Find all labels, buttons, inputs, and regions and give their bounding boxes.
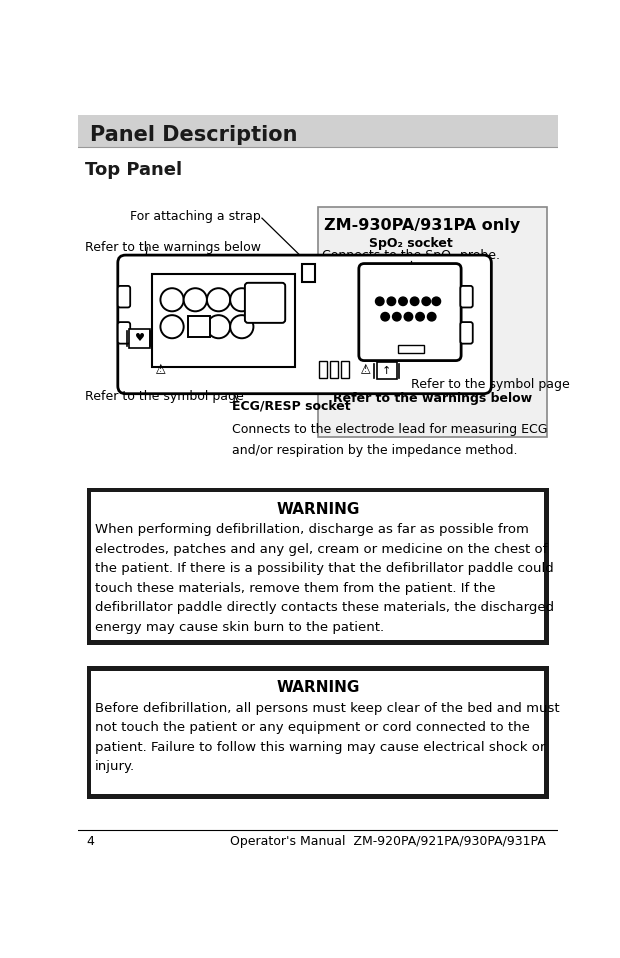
- Circle shape: [432, 297, 441, 306]
- Text: For attaching a strap: For attaching a strap: [130, 210, 261, 223]
- Circle shape: [399, 297, 407, 306]
- Circle shape: [381, 312, 389, 321]
- Bar: [78, 115, 558, 148]
- Bar: [92, 492, 544, 640]
- Text: !: !: [364, 365, 368, 374]
- Text: Connects to the electrode lead for measuring ECG
and/or respiration by the imped: Connects to the electrode lead for measu…: [232, 423, 548, 457]
- Bar: [152, 274, 295, 367]
- Bar: [188, 316, 210, 337]
- Bar: [87, 666, 549, 799]
- Circle shape: [207, 315, 230, 338]
- Text: Refer to the warnings below: Refer to the warnings below: [334, 392, 533, 405]
- FancyBboxPatch shape: [460, 322, 472, 344]
- Circle shape: [410, 297, 419, 306]
- Text: ♥: ♥: [135, 333, 144, 343]
- Circle shape: [230, 315, 254, 338]
- Circle shape: [161, 315, 184, 338]
- Circle shape: [392, 312, 401, 321]
- Circle shape: [416, 312, 424, 321]
- Text: Before defibrillation, all persons must keep clear of the bed and must
not touch: Before defibrillation, all persons must …: [94, 701, 559, 773]
- Text: Refer to the symbol page: Refer to the symbol page: [410, 378, 570, 391]
- Bar: [341, 361, 348, 378]
- FancyBboxPatch shape: [118, 322, 130, 344]
- FancyBboxPatch shape: [460, 285, 472, 308]
- Text: Connects to the SpO₂ probe.: Connects to the SpO₂ probe.: [322, 249, 500, 262]
- Bar: [87, 488, 549, 645]
- Text: !: !: [159, 365, 162, 374]
- Bar: [377, 362, 397, 379]
- Text: △: △: [361, 362, 371, 376]
- Text: △: △: [156, 362, 166, 376]
- Text: Top Panel: Top Panel: [86, 161, 182, 179]
- Circle shape: [161, 288, 184, 311]
- Circle shape: [422, 297, 430, 306]
- Circle shape: [376, 297, 384, 306]
- Text: SpO₂ socket: SpO₂ socket: [369, 237, 453, 250]
- Text: Refer to the symbol page: Refer to the symbol page: [86, 390, 244, 402]
- Circle shape: [387, 297, 396, 306]
- Text: WARNING: WARNING: [276, 680, 360, 696]
- Circle shape: [230, 288, 254, 311]
- Bar: [130, 329, 149, 348]
- Circle shape: [207, 288, 230, 311]
- Circle shape: [427, 312, 436, 321]
- Text: ECG/RESP socket: ECG/RESP socket: [232, 399, 351, 413]
- Bar: [303, 263, 314, 282]
- FancyBboxPatch shape: [245, 283, 285, 323]
- Bar: [317, 207, 547, 437]
- Text: When performing defibrillation, discharge as far as possible from
electrodes, pa: When performing defibrillation, discharg…: [94, 523, 554, 633]
- FancyBboxPatch shape: [359, 263, 461, 360]
- Text: ZM-930PA/931PA only: ZM-930PA/931PA only: [324, 217, 520, 233]
- Text: WARNING: WARNING: [276, 502, 360, 516]
- Text: Operator's Manual  ZM-920PA/921PA/930PA/931PA: Operator's Manual ZM-920PA/921PA/930PA/9…: [229, 834, 546, 848]
- Text: ↑: ↑: [382, 366, 391, 376]
- Bar: [330, 361, 338, 378]
- Bar: [397, 345, 424, 353]
- Text: Refer to the warnings below: Refer to the warnings below: [86, 240, 261, 254]
- Text: 4: 4: [87, 834, 95, 848]
- Circle shape: [184, 288, 207, 311]
- Bar: [319, 361, 327, 378]
- FancyBboxPatch shape: [118, 255, 491, 394]
- FancyBboxPatch shape: [118, 285, 130, 308]
- Circle shape: [404, 312, 413, 321]
- Bar: [92, 671, 544, 794]
- Text: Panel Description: Panel Description: [90, 125, 298, 145]
